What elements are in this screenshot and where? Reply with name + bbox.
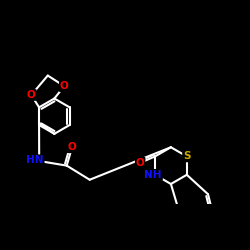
Text: S: S <box>183 152 190 162</box>
Text: O: O <box>60 81 69 91</box>
Text: HN: HN <box>26 155 44 165</box>
Text: O: O <box>136 158 144 168</box>
Text: O: O <box>68 142 76 152</box>
Text: NH: NH <box>144 170 162 180</box>
Text: O: O <box>27 90 36 100</box>
